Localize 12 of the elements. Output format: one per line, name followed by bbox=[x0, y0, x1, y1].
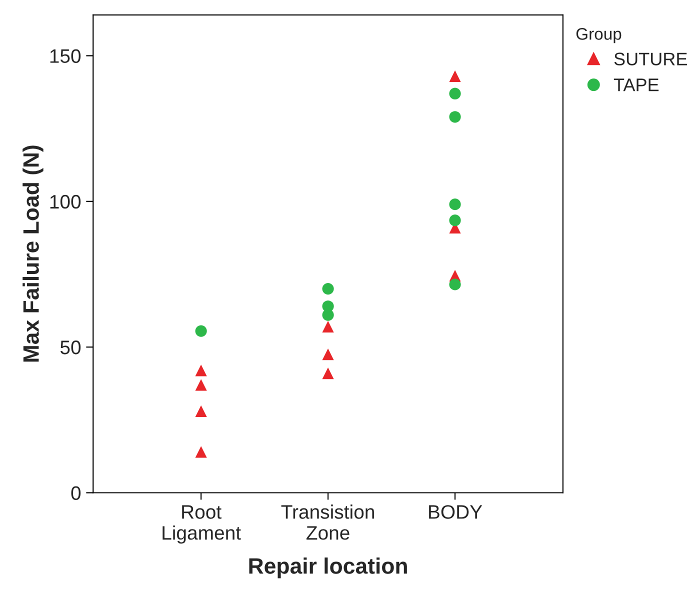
y-tick-label: 0 bbox=[71, 486, 81, 500]
y-tick-label: 50 bbox=[60, 340, 81, 354]
x-tick-label: Transistion Zone bbox=[281, 504, 374, 540]
y-axis-title: Max Failure Load (N) bbox=[22, 146, 44, 362]
legend-title: Group bbox=[576, 28, 622, 44]
x-tick-label: BODY bbox=[429, 505, 482, 519]
legend-label: SUTURE bbox=[614, 52, 687, 66]
y-tick-label: 150 bbox=[50, 49, 81, 63]
x-tick-label: Root Ligament bbox=[162, 505, 241, 544]
x-axis-title: Repair location bbox=[249, 558, 407, 578]
y-tick-label: 100 bbox=[50, 194, 81, 209]
legend-label: TAPE bbox=[614, 78, 659, 92]
